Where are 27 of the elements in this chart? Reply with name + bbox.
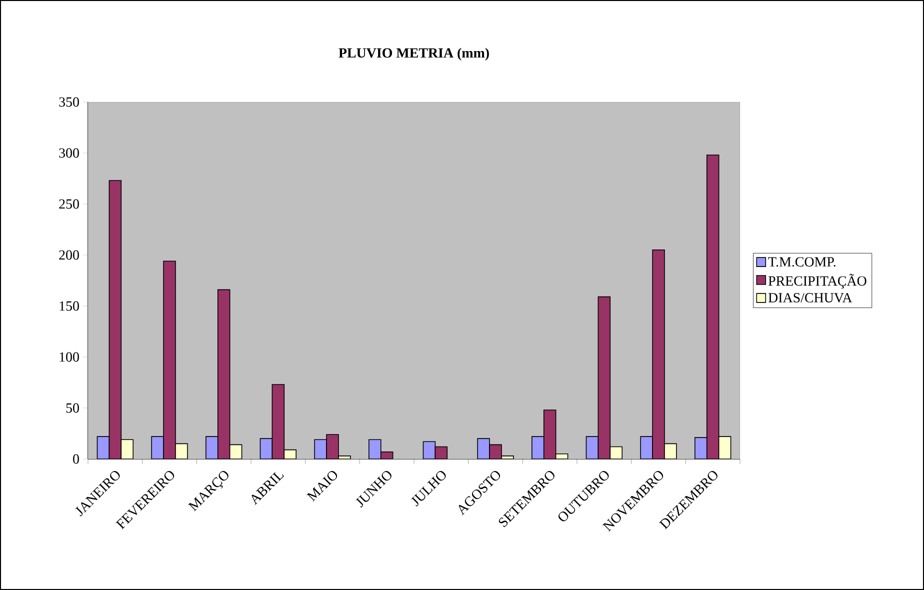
y-tick-label: 200 — [59, 250, 79, 260]
y-tick-label: 50 — [66, 403, 79, 413]
bar — [706, 154, 720, 459]
bar — [718, 436, 732, 459]
y-tick-label: 350 — [59, 97, 79, 107]
bar — [164, 261, 176, 459]
y-tick-label: 150 — [60, 301, 79, 311]
bar — [230, 444, 242, 459]
bar — [586, 436, 598, 459]
bar — [423, 442, 436, 459]
y-tick-label: 250 — [59, 199, 79, 209]
bar — [435, 446, 448, 459]
y-tick-label: 100 — [60, 352, 79, 362]
bar — [260, 438, 272, 459]
legend-label: PRECIPITAÇÃO — [768, 274, 866, 289]
chart-title: PLUVIO METRIA (mm) — [338, 48, 489, 60]
bar — [544, 410, 556, 459]
bar — [97, 436, 110, 459]
bar — [598, 296, 610, 459]
y-tick-label: 0 — [73, 454, 79, 464]
bar — [272, 384, 284, 459]
bar — [652, 250, 664, 459]
bar — [109, 180, 122, 459]
legend-label: DIAS/CHUVA — [768, 293, 852, 303]
bar — [218, 290, 230, 459]
legend-label: T.M.COMP. — [768, 257, 836, 267]
y-tick-label: 300 — [59, 148, 79, 158]
